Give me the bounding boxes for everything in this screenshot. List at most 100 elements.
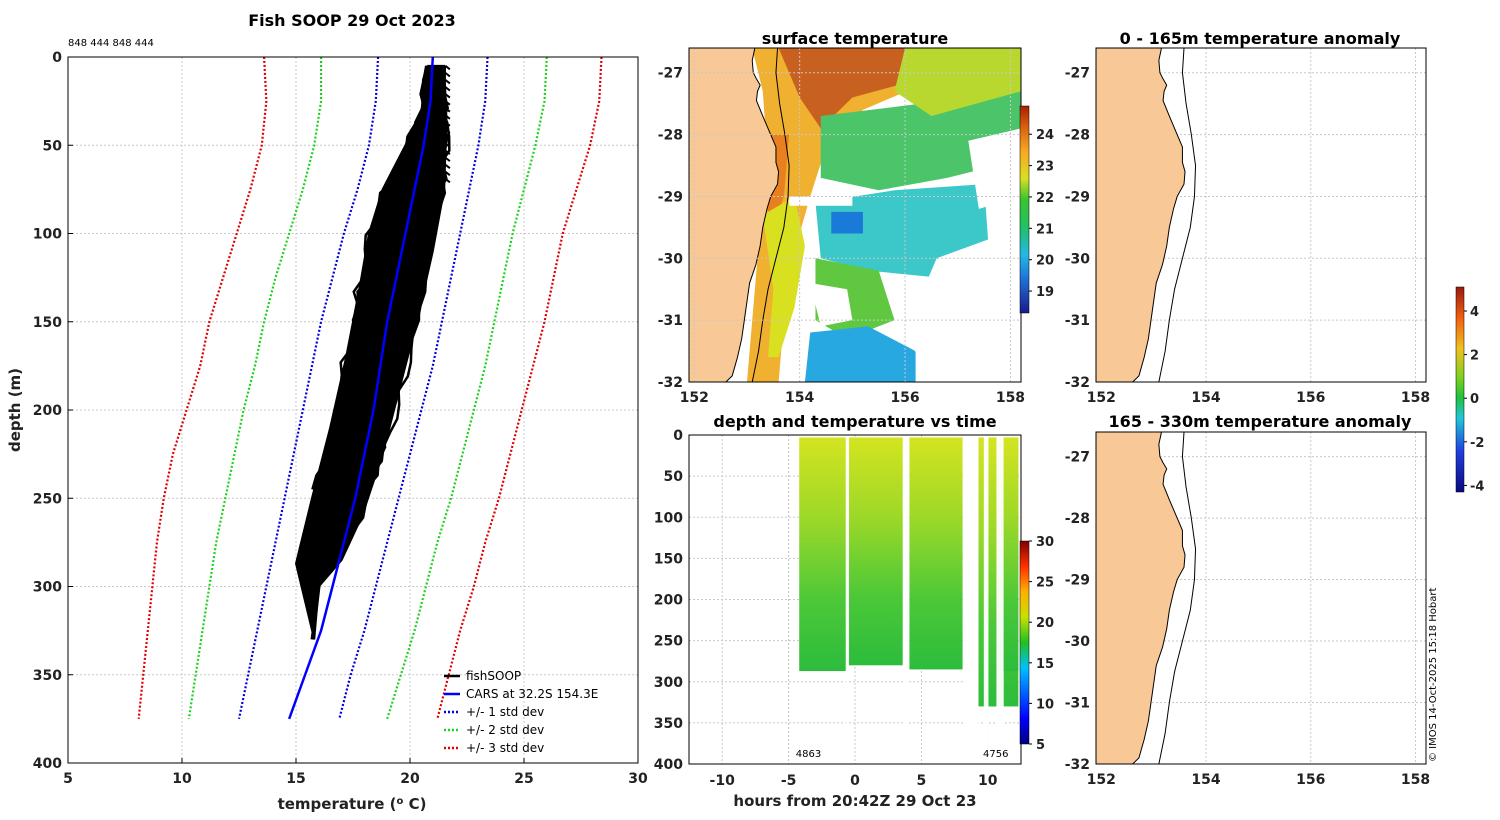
map-y-tick-label: -28 [1065,128,1090,144]
profile-y-tick-label: 150 [33,315,62,331]
anomaly-bottom-panel: 165 - 330m temperature anomaly 152 154 156… [1065,412,1430,788]
profile-panel: Fish SOOP 29 Oct 2023 848 444 848 444 5 1… [6,11,648,813]
time-cast-block [799,437,848,672]
sst-blue-patch [831,211,863,234]
map-x-tick-label: 158 [1401,390,1430,406]
std2-low-line [187,57,323,720]
time-x-tick-label: -5 [781,773,797,789]
time-x-tick-label: 5 [917,773,927,789]
profile-ids-text: 848 444 848 444 [68,38,154,49]
anomaly-bottom-title: 165 - 330m temperature anomaly [1109,412,1412,431]
map-y-tick-label: -27 [658,66,683,82]
sst-field [746,48,1021,382]
time-colorbar-tick-label: 5 [1036,738,1045,753]
fishsoop-deep-tail [310,568,323,640]
fishsoop-noise-mark [444,65,451,71]
sst-y-ticks: -27 -28 -29 -30 -31 -32 [658,66,684,391]
anomaly-bottom-shelf-contour [1158,432,1197,764]
time-colorbar-tick-label: 25 [1036,576,1054,591]
profile-ylabel: depth (m) [6,368,24,452]
sst-grid [689,48,1021,382]
time-y-tick-label: 300 [654,675,683,691]
time-colorbar-tick-label: 20 [1036,616,1054,631]
profile-y-tick-label: 100 [33,227,62,243]
anomaly-top-title: 0 - 165m temperature anomaly [1120,29,1401,48]
anomaly-colorbar-ticks: 4 2 0 -2 -4 [1464,305,1484,494]
time-x-tick-label: -10 [710,773,736,789]
anomaly-colorbar-tick-label: 4 [1470,305,1479,320]
time-y-ticks: 0 50 100 150 200 250 300 350 400 [654,428,683,773]
anomaly-top-x-ticks: 152 154 156 158 [1087,390,1431,406]
map-y-tick-label: -30 [1065,634,1091,650]
time-xlabel: hours from 20:42Z 29 Oct 23 [733,792,976,810]
profile-x-ticks: 5 10 15 20 25 30 [63,758,648,787]
profile-xlabel: temperature (o C) [278,795,427,813]
map-y-tick-label: -30 [1065,251,1091,267]
sst-colorbar-tick-label: 20 [1036,254,1054,269]
anomaly-top-panel: 0 - 165m temperature anomaly 152 154 156 15… [1065,29,1430,406]
time-y-tick-label: 400 [654,757,683,773]
fishsoop-noise-mark [444,86,451,92]
sst-cloud-east [968,128,1021,209]
fishsoop-profile-line [339,65,446,533]
map-x-tick-label: 156 [890,390,919,406]
profile-y-tick-label: 350 [33,668,62,684]
map-y-tick-label: -30 [658,251,684,267]
time-y-tick-label: 100 [654,510,683,526]
sst-colorbar-tick-label: 23 [1036,160,1054,175]
anomaly-top-coastline [1132,48,1186,382]
map-x-tick-label: 154 [1191,390,1220,406]
legend-label: +/- 2 std dev [466,723,544,737]
anomaly-bottom-y-ticks: -27 -28 -29 -30 -31 -32 [1065,450,1091,773]
anomaly-colorbar-tick-label: -4 [1470,479,1484,494]
time-colorbar [1019,540,1030,745]
profile-x-tick-label: 25 [514,771,533,787]
time-annotations: 4863 4756 [796,749,1009,760]
anomaly-top-grid [1096,48,1426,382]
std3-low-line [137,56,268,719]
profile-x-tick-label: 30 [628,771,648,787]
profile-y-tick-label: 400 [33,756,62,772]
anomaly-top-axes-box [1095,47,1427,383]
map-x-tick-label: 156 [1296,390,1325,406]
time-gap [996,435,1004,764]
fishsoop-noise-mark [444,72,451,78]
sst-land [689,48,779,382]
fishsoop-noise-mark [444,107,451,113]
std1-low-line [237,56,380,720]
time-x-tick-label: 0 [850,773,860,789]
fishsoop-noise-mark [444,100,451,106]
profile-y-ticks: 0 50 100 150 200 250 300 350 400 [33,50,73,772]
sst-colorbar-tick-label: 19 [1036,285,1054,300]
sst-x-ticks: 152 154 156 158 [680,390,1025,406]
fishsoop-noise-mark [444,170,451,177]
anomaly-bottom-x-ticks: 152 154 156 158 [1087,772,1431,788]
profile-lines [137,56,603,720]
time-x-ticks: -10 -5 0 5 10 [710,773,998,789]
profile-y-tick-label: 50 [43,138,63,154]
profile-x-tick-label: 10 [172,771,192,787]
time-x-tick-label: 10 [978,773,998,789]
std3-high-line [436,56,603,720]
time-colorbar-tick-label: 30 [1036,535,1054,550]
map-y-tick-label: -31 [658,313,683,329]
time-annotation: 4863 [796,749,821,760]
time-gap [983,435,989,764]
map-y-tick-label: -32 [1065,757,1090,773]
sst-cool-water [815,184,990,277]
map-x-tick-label: 154 [1191,772,1220,788]
fishsoop-noise-mark [444,93,451,99]
profile-y-tick-label: 200 [33,403,62,419]
time-cast-block [909,437,963,670]
time-y-tick-label: 250 [654,634,683,650]
fishsoop-noise-mark [444,135,451,141]
map-x-tick-label: 158 [1401,772,1430,788]
sst-colorbar-tick-label: 22 [1036,191,1054,206]
sst-south-cool [804,326,916,382]
sst-cloud-strip [789,196,853,206]
time-gap [845,435,850,764]
time-colorbar-tick-label: 10 [1036,697,1054,712]
fishsoop-noise-mark [444,149,451,155]
map-y-tick-label: -29 [1065,189,1090,205]
